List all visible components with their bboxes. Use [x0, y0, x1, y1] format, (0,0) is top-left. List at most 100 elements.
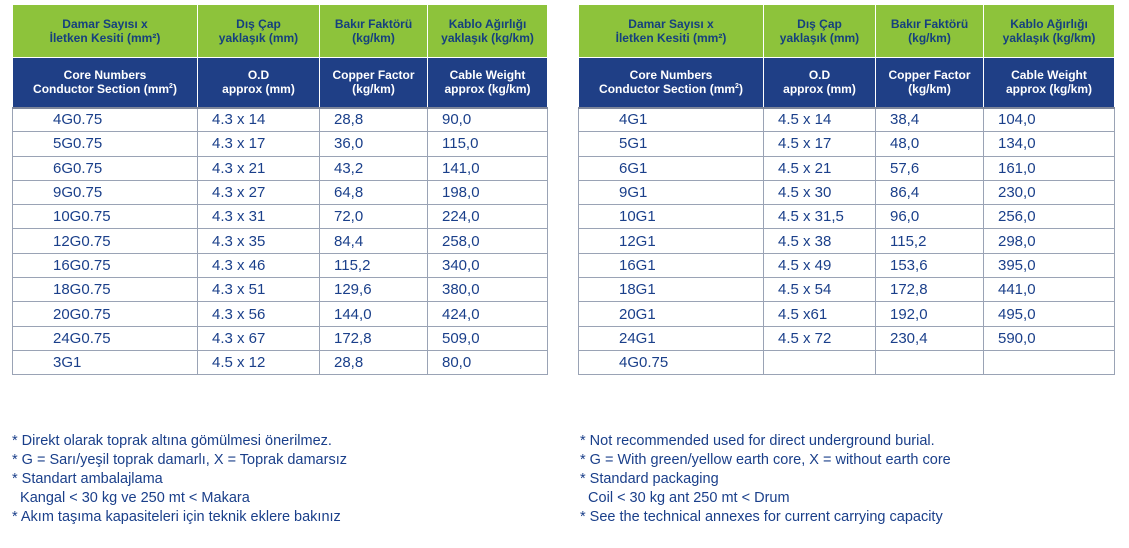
header-tr: Damar Sayısı x İletken Kesiti (mm²) — [12, 4, 198, 58]
table-row: 12G0.75 4.3 x 35 84,4 258,0 — [12, 228, 548, 254]
copper-factor-cell: 115,2 — [319, 252, 428, 279]
header-tr-line: Damar Sayısı x — [628, 17, 714, 31]
header-row-english: Core Numbers Conductor Section (mm2) O.D a… — [578, 57, 1115, 108]
note-line: * G = Sarı/yeşil toprak damarlı, X = Top… — [12, 452, 347, 468]
copper-factor-cell: 57,6 — [875, 155, 984, 181]
core-section-cell: 4G0.75 — [578, 349, 764, 376]
copper-factor-cell: 172,8 — [319, 325, 428, 351]
note-line: * G = With green/yellow earth core, X = … — [580, 452, 951, 468]
core-section-cell: 5G1 — [578, 131, 764, 157]
outer-diameter-cell: 4.3 x 31 — [197, 204, 320, 230]
core-section-cell: 9G0.75 — [12, 179, 198, 206]
core-section-cell: 9G1 — [578, 179, 764, 206]
core-section-cell: 24G1 — [578, 325, 764, 351]
copper-factor-cell: 72,0 — [319, 204, 428, 230]
header-tr-line: yaklaşık (kg/km) — [441, 31, 534, 45]
cable-table-right: Damar Sayısı x İletken Kesiti (mm²) Dış Ç… — [578, 4, 1115, 376]
header-tr-line: (kg/km) — [908, 31, 951, 45]
cable-weight-cell: 115,0 — [427, 131, 548, 157]
cable-weight-cell: 509,0 — [427, 325, 548, 351]
outer-diameter-cell: 4.5 x61 — [763, 301, 876, 327]
outer-diameter-cell: 4.5 x 54 — [763, 277, 876, 303]
note-line: Kangal < 30 kg ve 250 mt < Makara — [12, 490, 250, 506]
table-row: 20G0.75 4.3 x 56 144,0 424,0 — [12, 301, 548, 327]
table-row: 20G1 4.5 x61 192,0 495,0 — [578, 301, 1115, 327]
copper-factor-cell: 28,8 — [319, 106, 428, 133]
table-row: 4G0.75 — [578, 349, 1115, 376]
notes-turkish: * Direkt olarak toprak altına gömülmesi … — [12, 432, 347, 527]
header-tr-line: İletken Kesiti (mm²) — [615, 31, 727, 45]
copper-factor-cell: 48,0 — [875, 131, 984, 157]
header-tr-line: Bakır Faktörü — [890, 17, 969, 31]
core-section-cell: 6G1 — [578, 155, 764, 181]
outer-diameter-cell — [763, 349, 876, 376]
note-line: * Standard packaging — [580, 471, 719, 487]
header-tr: Bakır Faktörü (kg/km) — [875, 4, 984, 58]
copper-factor-cell: 192,0 — [875, 301, 984, 327]
core-section-cell: 12G1 — [578, 228, 764, 254]
header-tr: Bakır Faktörü (kg/km) — [319, 4, 428, 58]
header-tr: Dış Çap yaklaşık (mm) — [763, 4, 876, 58]
cable-weight-cell: 590,0 — [983, 325, 1115, 351]
cable-weight-cell: 80,0 — [427, 349, 548, 376]
copper-factor-cell: 115,2 — [875, 228, 984, 254]
outer-diameter-cell: 4.5 x 38 — [763, 228, 876, 254]
copper-factor-cell: 172,8 — [875, 277, 984, 303]
header-tr-line: Dış Çap — [797, 17, 842, 31]
outer-diameter-cell: 4.5 x 72 — [763, 325, 876, 351]
note-line: * Not recommended used for direct underg… — [580, 433, 935, 449]
copper-factor-cell: 43,2 — [319, 155, 428, 181]
copper-factor-cell: 230,4 — [875, 325, 984, 351]
header-row-turkish: Damar Sayısı x İletken Kesiti (mm²) Dış Ç… — [12, 4, 548, 58]
core-section-cell: 5G0.75 — [12, 131, 198, 157]
header-tr: Damar Sayısı x İletken Kesiti (mm²) — [578, 4, 764, 58]
header-tr-line: yaklaşık (mm) — [218, 31, 299, 45]
cable-weight-cell: 198,0 — [427, 179, 548, 206]
note-line: * See the technical annexes for current … — [580, 509, 943, 525]
note-line: * Standart ambalajlama — [12, 471, 163, 487]
notes-english: * Not recommended used for direct underg… — [580, 432, 951, 527]
table-row: 16G0.75 4.3 x 46 115,2 340,0 — [12, 252, 548, 279]
core-section-cell: 24G0.75 — [12, 325, 198, 351]
header-en-core: Core Numbers Conductor Section (mm2) — [12, 57, 198, 108]
table-row: 18G0.75 4.3 x 51 129,6 380,0 — [12, 277, 548, 303]
copper-factor-cell: 38,4 — [875, 106, 984, 133]
outer-diameter-cell: 4.3 x 56 — [197, 301, 320, 327]
cable-weight-cell: 134,0 — [983, 131, 1115, 157]
header-row-english: Core Numbers Conductor Section (mm2) O.D a… — [12, 57, 548, 108]
header-en-od: O.D approx (mm) — [763, 57, 876, 108]
outer-diameter-cell: 4.5 x 49 — [763, 252, 876, 279]
outer-diameter-cell: 4.5 x 30 — [763, 179, 876, 206]
table-row: 18G1 4.5 x 54 172,8 441,0 — [578, 277, 1115, 303]
table-row: 12G1 4.5 x 38 115,2 298,0 — [578, 228, 1115, 254]
core-section-cell: 16G1 — [578, 252, 764, 279]
outer-diameter-cell: 4.5 x 21 — [763, 155, 876, 181]
table-row: 10G1 4.5 x 31,5 96,0 256,0 — [578, 204, 1115, 230]
outer-diameter-cell: 4.5 x 12 — [197, 349, 320, 376]
table-row: 5G1 4.5 x 17 48,0 134,0 — [578, 131, 1115, 157]
cable-weight-cell: 258,0 — [427, 228, 548, 254]
copper-factor-cell: 144,0 — [319, 301, 428, 327]
core-section-cell: 4G1 — [578, 106, 764, 133]
core-section-cell: 4G0.75 — [12, 106, 198, 133]
copper-factor-cell: 28,8 — [319, 349, 428, 376]
cable-weight-cell: 424,0 — [427, 301, 548, 327]
header-tr: Dış Çap yaklaşık (mm) — [197, 4, 320, 58]
header-en-od: O.D approx (mm) — [197, 57, 320, 108]
copper-factor-cell: 86,4 — [875, 179, 984, 206]
note-line: Coil < 30 kg ant 250 mt < Drum — [580, 490, 790, 506]
cable-weight-cell: 256,0 — [983, 204, 1115, 230]
header-tr-line: yaklaşık (mm) — [779, 31, 860, 45]
note-line: * Direkt olarak toprak altına gömülmesi … — [12, 433, 332, 449]
copper-factor-cell: 129,6 — [319, 277, 428, 303]
table-row: 24G1 4.5 x 72 230,4 590,0 — [578, 325, 1115, 351]
header-en-core: Core Numbers Conductor Section (mm2) — [578, 57, 764, 108]
outer-diameter-cell: 4.5 x 14 — [763, 106, 876, 133]
cable-table-left: Damar Sayısı x İletken Kesiti (mm²) Dış Ç… — [12, 4, 548, 376]
cable-weight-cell: 161,0 — [983, 155, 1115, 181]
header-tr-line: yaklaşık (kg/km) — [1002, 31, 1096, 45]
table-row: 6G1 4.5 x 21 57,6 161,0 — [578, 155, 1115, 181]
cable-weight-cell: 340,0 — [427, 252, 548, 279]
outer-diameter-cell: 4.3 x 27 — [197, 179, 320, 206]
header-en-weight: Cable Weight approx (kg/km) — [427, 57, 548, 108]
